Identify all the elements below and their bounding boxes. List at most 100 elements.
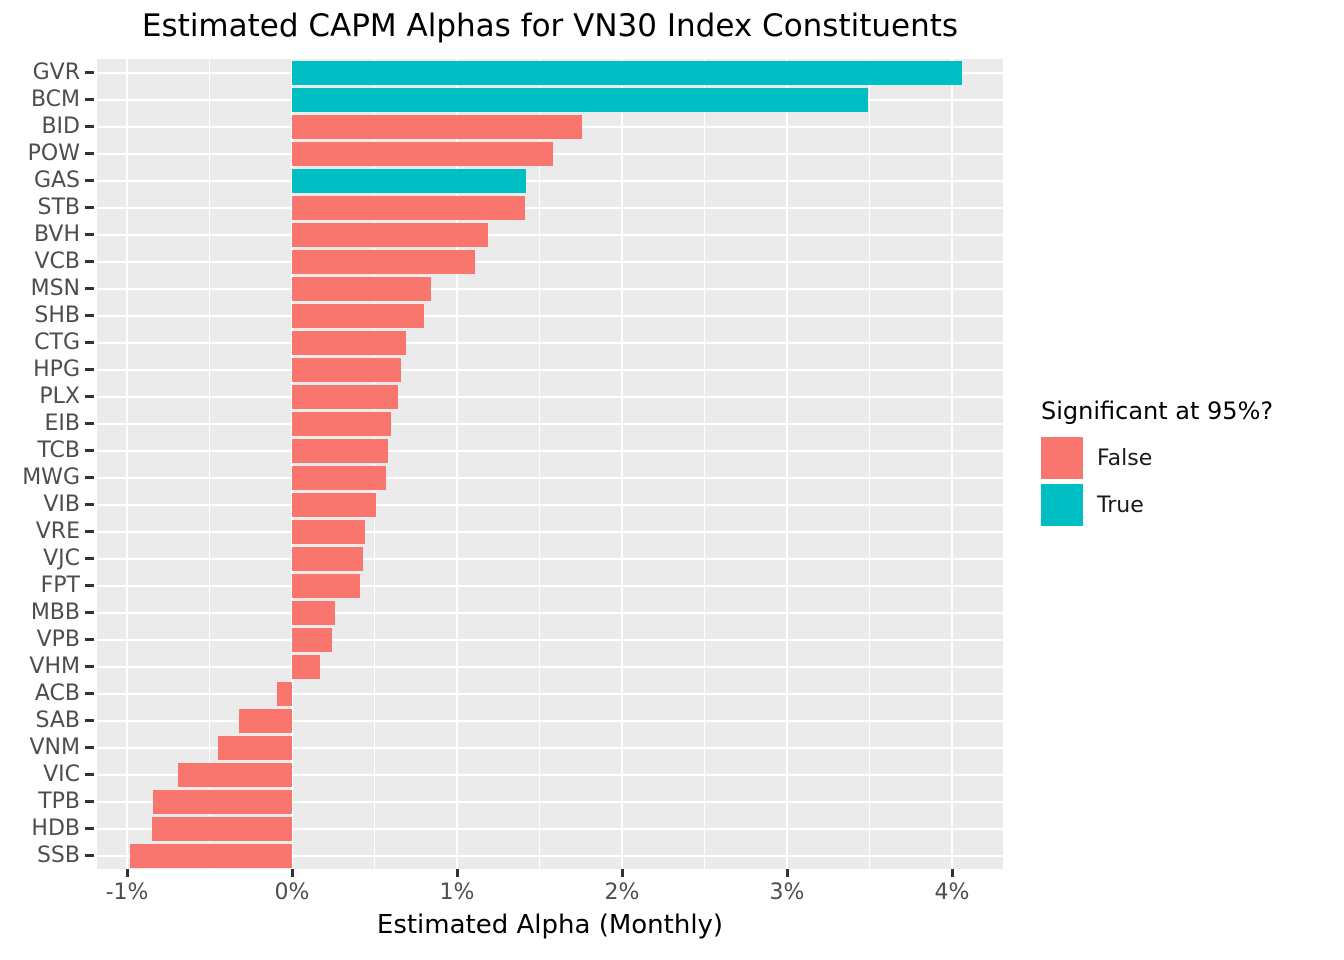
y-axis-label-STB: STB: [37, 195, 81, 220]
y-axis-label-PLX: PLX: [39, 384, 80, 409]
gridline-row-EIB: [97, 422, 1003, 425]
y-axis-label-POW: POW: [27, 141, 80, 166]
y-axis-label-TCB: TCB: [37, 438, 80, 463]
y-axis-label-BID: BID: [41, 114, 80, 139]
bar-TCB: [292, 438, 388, 463]
gridline-major: [951, 59, 953, 869]
y-axis-label-GVR: GVR: [32, 60, 80, 85]
x-tick-label-4%: 4%: [934, 880, 970, 905]
legend-swatch-false: [1041, 437, 1083, 479]
y-axis-label-VRE: VRE: [35, 519, 80, 544]
gridline-row-SSB: [97, 854, 1003, 857]
bar-BVH: [292, 222, 489, 247]
y-tick-mark: [85, 719, 94, 722]
y-axis-label-MSN: MSN: [30, 276, 80, 301]
x-tick-label-0%: 0%: [274, 880, 310, 905]
y-tick-mark: [85, 584, 94, 587]
y-axis-label-MWG: MWG: [22, 465, 80, 490]
gridline-row-MSN: [97, 287, 1003, 290]
legend-item-true: True: [1041, 484, 1341, 526]
legend: Significant at 95%? False True: [1041, 397, 1341, 531]
bar-HDB: [151, 816, 292, 841]
y-axis-label-BCM: BCM: [30, 87, 80, 112]
bar-VIC: [178, 762, 292, 787]
y-tick-mark: [85, 206, 94, 209]
gridline-minor: [374, 59, 375, 869]
gridline-row-VIC: [97, 773, 1003, 776]
bar-SSB: [130, 843, 292, 868]
x-tick-mark: [620, 869, 624, 877]
y-tick-mark: [85, 800, 94, 803]
x-axis-title: Estimated Alpha (Monthly): [376, 910, 724, 940]
x-tick-mark: [290, 869, 294, 877]
y-axis-label-VHM: VHM: [29, 654, 80, 679]
gridline-major: [786, 59, 788, 869]
bar-VHM: [292, 654, 321, 679]
gridline-minor: [209, 59, 210, 869]
bar-VIB: [292, 492, 377, 517]
gridline-row-FPT: [97, 584, 1003, 587]
y-tick-mark: [85, 368, 94, 371]
y-axis-label-VJC: VJC: [43, 546, 80, 571]
y-tick-mark: [85, 422, 94, 425]
y-axis-label-SHB: SHB: [34, 303, 80, 328]
bar-VJC: [292, 546, 363, 571]
y-axis-label-VCB: VCB: [34, 249, 80, 274]
gridline-row-VNM: [97, 746, 1003, 749]
y-axis-label-VIB: VIB: [43, 492, 80, 517]
x-tick-mark: [950, 869, 954, 877]
y-tick-mark: [85, 557, 94, 560]
y-tick-mark: [85, 854, 94, 857]
legend-label-true: True: [1097, 492, 1144, 518]
y-tick-mark: [85, 827, 94, 830]
y-tick-mark: [85, 692, 94, 695]
bar-TPB: [153, 789, 292, 814]
bar-MWG: [292, 465, 387, 490]
bar-BCM: [292, 87, 868, 112]
y-tick-mark: [85, 71, 94, 74]
gridline-row-TCB: [97, 449, 1003, 452]
y-axis-label-ACB: ACB: [34, 681, 80, 706]
gridline-row-VRE: [97, 530, 1003, 533]
bar-GAS: [292, 168, 527, 193]
legend-label-false: False: [1097, 445, 1153, 471]
x-tick-mark: [785, 869, 789, 877]
gridline-row-TPB: [97, 800, 1003, 803]
gridline-row-MBB: [97, 611, 1003, 614]
chart-title: Estimated CAPM Alphas for VN30 Index Con…: [141, 8, 959, 44]
gridline-row-BVH: [97, 233, 1003, 236]
y-axis-label-EIB: EIB: [44, 411, 80, 436]
gridline-minor: [869, 59, 870, 869]
y-tick-mark: [85, 125, 94, 128]
gridline-row-VIB: [97, 503, 1003, 506]
bar-STB: [292, 195, 525, 220]
x-tick-mark: [455, 869, 459, 877]
gridline-row-HDB: [97, 827, 1003, 830]
y-axis-label-MBB: MBB: [30, 600, 80, 625]
bar-EIB: [292, 411, 391, 436]
bar-GVR: [292, 60, 962, 85]
y-axis-label-SAB: SAB: [35, 708, 80, 733]
gridline-row-VCB: [97, 260, 1003, 263]
gridline-minor: [539, 59, 540, 869]
gridline-row-SHB: [97, 314, 1003, 317]
y-axis-label-VIC: VIC: [43, 762, 80, 787]
y-tick-mark: [85, 611, 94, 614]
bar-VRE: [292, 519, 365, 544]
y-axis-label-CTG: CTG: [34, 330, 80, 355]
y-tick-mark: [85, 449, 94, 452]
y-axis-label-HDB: HDB: [31, 816, 80, 841]
y-tick-mark: [85, 773, 94, 776]
gridline-row-CTG: [97, 341, 1003, 344]
y-tick-mark: [85, 314, 94, 317]
x-tick-label-2%: 2%: [604, 880, 640, 905]
gridline-major: [621, 59, 623, 869]
bar-VCB: [292, 249, 476, 274]
y-axis-label-TPB: TPB: [38, 789, 80, 814]
gridline-row-HPG: [97, 368, 1003, 371]
bar-CTG: [292, 330, 406, 355]
legend-item-false: False: [1041, 437, 1341, 479]
x-tick-label--1%: -1%: [105, 880, 149, 905]
bar-VPB: [292, 627, 332, 652]
